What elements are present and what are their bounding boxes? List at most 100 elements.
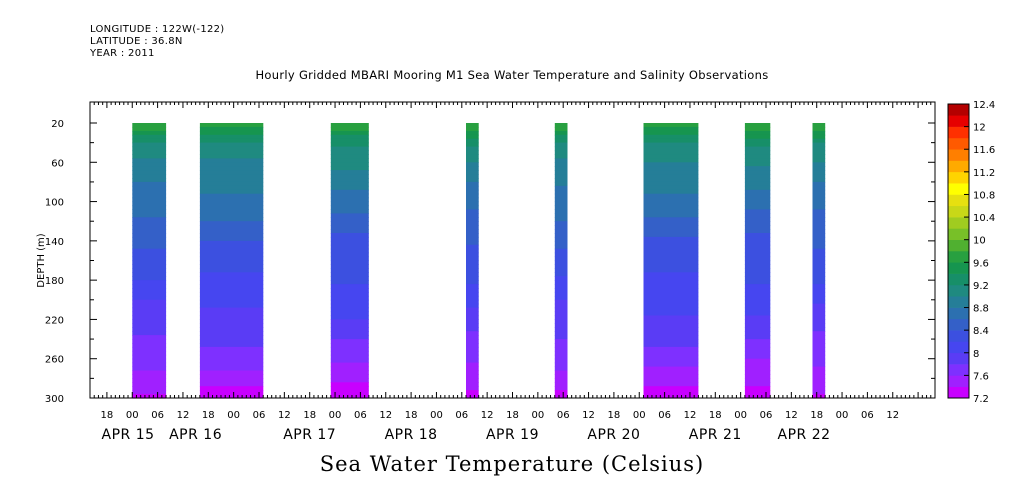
data-cell (132, 150, 167, 155)
data-cell (812, 284, 826, 289)
colorbar-swatch (948, 104, 969, 116)
data-cell (744, 370, 771, 375)
data-cell (132, 284, 167, 289)
data-cell (744, 386, 771, 391)
data-cell (643, 225, 699, 230)
data-cell (812, 217, 826, 222)
colorbar-label: 10.8 (973, 190, 995, 201)
data-cell (199, 166, 264, 171)
data-cell (643, 315, 699, 320)
data-cell (812, 280, 826, 285)
x-tick-label: 18 (506, 410, 519, 421)
data-cell (199, 343, 264, 348)
data-cell (554, 170, 568, 175)
data-cell (199, 134, 264, 140)
colorbar-swatch (948, 183, 969, 195)
x-date-label: APR 15 (102, 427, 155, 443)
data-cell (466, 272, 479, 277)
data-cell (330, 280, 369, 285)
data-cell (554, 221, 568, 226)
data-cell (643, 276, 699, 281)
data-cell (554, 126, 568, 132)
data-cell (812, 181, 826, 187)
data-band (199, 123, 264, 399)
data-cell (132, 272, 167, 277)
data-cell (554, 358, 568, 364)
data-cell (132, 229, 167, 234)
data-cell (744, 189, 771, 195)
data-cell (643, 331, 699, 336)
data-cell (812, 244, 826, 250)
data-cell (812, 264, 826, 269)
data-cell (554, 370, 568, 375)
data-cell (744, 225, 771, 230)
data-cell (744, 146, 771, 152)
data-cell (466, 323, 479, 328)
data-cell (199, 394, 264, 399)
data-cell (812, 197, 826, 203)
data-cell (643, 126, 699, 132)
data-cell (812, 233, 826, 238)
data-cell (132, 197, 167, 203)
data-cell (744, 229, 771, 234)
data-cell (744, 303, 771, 309)
y-tick-label: 260 (45, 355, 64, 366)
data-cell (330, 130, 369, 136)
data-cell (812, 358, 826, 364)
data-cell (132, 350, 167, 356)
data-cell (466, 284, 479, 289)
data-cell (330, 158, 369, 163)
data-cell (466, 166, 479, 171)
data-cell (554, 146, 568, 152)
x-tick-label: 12 (684, 410, 697, 421)
data-cell (744, 307, 771, 313)
data-cell (812, 185, 826, 191)
data-cell (132, 185, 167, 191)
data-cell (744, 130, 771, 136)
data-cell (643, 358, 699, 364)
data-cell (199, 307, 264, 313)
data-cell (643, 142, 699, 148)
data-cell (744, 193, 771, 199)
data-cell (744, 291, 771, 297)
data-cell (199, 193, 264, 199)
data-cell (643, 370, 699, 375)
data-cell (812, 142, 826, 148)
data-cell (744, 343, 771, 348)
colorbar-swatch (948, 228, 969, 240)
longitude-label: LONGITUDE : 122W(-122) (90, 24, 225, 35)
data-cell (554, 394, 568, 399)
x-axis-title: Sea Water Temperature (Celsius) (319, 452, 705, 476)
data-cell (466, 319, 479, 324)
x-tick-label: 18 (405, 410, 418, 421)
data-cell (554, 236, 568, 242)
data-cell (330, 166, 369, 171)
data-cell (643, 240, 699, 246)
data-cell (199, 201, 264, 207)
data-cell (466, 217, 479, 222)
data-cell (330, 146, 369, 152)
colorbar-swatch (948, 137, 969, 150)
data-cell (643, 205, 699, 210)
data-cell (744, 197, 771, 203)
data-cell (199, 154, 264, 159)
data-cell (643, 303, 699, 309)
data-cell (744, 205, 771, 210)
data-cell (132, 221, 167, 226)
data-cell (466, 154, 479, 159)
data-cell (643, 284, 699, 289)
data-cell (199, 213, 264, 218)
data-cell (199, 303, 264, 309)
data-cell (554, 299, 568, 305)
data-cell (466, 181, 479, 187)
data-cell (812, 166, 826, 171)
data-cell (330, 323, 369, 328)
colorbar-label: 8 (973, 349, 979, 360)
data-cell (744, 264, 771, 269)
data-cell (330, 390, 369, 395)
data-cell (812, 303, 826, 309)
data-cell (132, 260, 167, 265)
data-cell (554, 166, 568, 171)
data-cell (466, 362, 479, 368)
data-cell (466, 252, 479, 258)
